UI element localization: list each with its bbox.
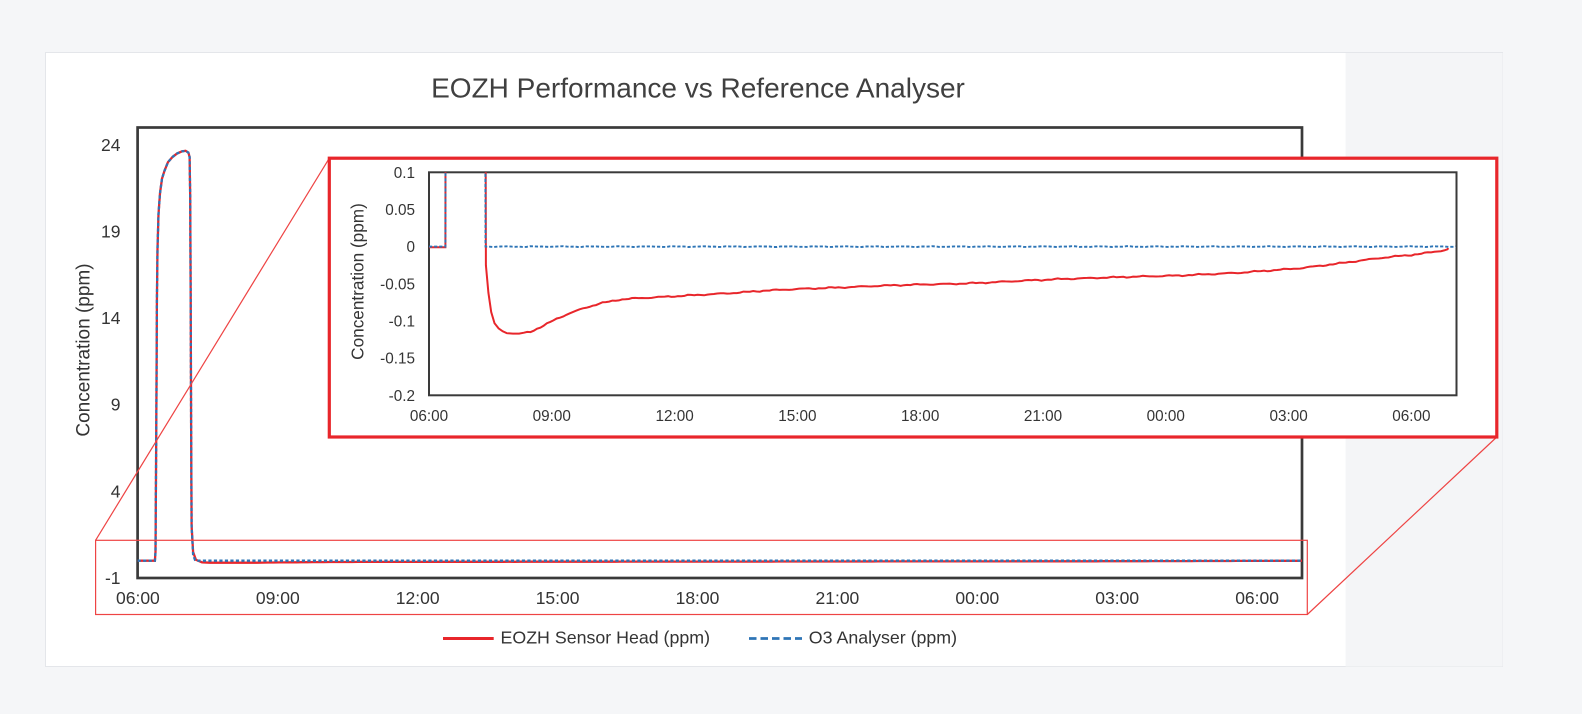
svg-text:06:00: 06:00 — [1392, 408, 1430, 425]
svg-text:0.1: 0.1 — [394, 165, 415, 182]
svg-text:18:00: 18:00 — [901, 408, 939, 425]
svg-text:12:00: 12:00 — [655, 408, 693, 425]
svg-text:EOZH Sensor Head (ppm): EOZH Sensor Head (ppm) — [501, 628, 711, 648]
svg-text:19: 19 — [101, 221, 120, 241]
svg-text:09:00: 09:00 — [533, 408, 571, 425]
svg-text:O3 Analyser (ppm): O3 Analyser (ppm) — [809, 628, 957, 648]
svg-text:0: 0 — [406, 239, 415, 256]
svg-text:14: 14 — [101, 308, 121, 328]
svg-text:21:00: 21:00 — [1024, 408, 1062, 425]
svg-text:4: 4 — [111, 481, 121, 501]
svg-text:06:00: 06:00 — [116, 588, 160, 608]
svg-text:9: 9 — [111, 395, 121, 415]
svg-text:00:00: 00:00 — [955, 588, 999, 608]
svg-text:12:00: 12:00 — [396, 588, 440, 608]
svg-text:21:00: 21:00 — [816, 588, 860, 608]
svg-text:-0.05: -0.05 — [380, 276, 415, 293]
svg-text:03:00: 03:00 — [1095, 588, 1139, 608]
svg-text:-0.1: -0.1 — [389, 314, 415, 331]
svg-text:18:00: 18:00 — [676, 588, 720, 608]
svg-text:15:00: 15:00 — [778, 408, 816, 425]
svg-text:24: 24 — [101, 135, 121, 155]
svg-text:-0.2: -0.2 — [389, 388, 415, 405]
svg-text:06:00: 06:00 — [1235, 588, 1279, 608]
svg-text:-0.15: -0.15 — [380, 351, 415, 368]
svg-text:-1: -1 — [105, 568, 121, 588]
svg-text:Concentration (ppm): Concentration (ppm) — [347, 203, 367, 360]
svg-text:15:00: 15:00 — [536, 588, 580, 608]
svg-text:Concentration (ppm): Concentration (ppm) — [74, 263, 95, 436]
svg-text:0.05: 0.05 — [385, 202, 415, 219]
svg-text:03:00: 03:00 — [1269, 408, 1307, 425]
svg-text:09:00: 09:00 — [256, 588, 300, 608]
svg-text:06:00: 06:00 — [410, 408, 448, 425]
svg-text:00:00: 00:00 — [1147, 408, 1185, 425]
svg-text:EOZH Performance vs Reference: EOZH Performance vs Reference Analyser — [431, 73, 965, 104]
